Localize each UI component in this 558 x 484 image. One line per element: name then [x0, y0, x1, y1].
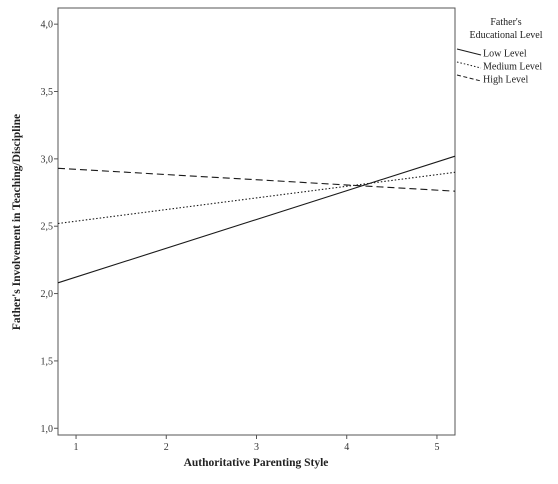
- legend-label: High Level: [483, 75, 528, 86]
- legend-items: Low Level Medium Level High Level: [456, 48, 542, 86]
- x-tick-label: 3: [254, 442, 259, 453]
- y-axis: 1,0 1,5 2,0 2,5 3,0 3,5 4,0: [41, 20, 58, 435]
- x-tick-label: 2: [164, 442, 169, 453]
- x-tick-label: 5: [434, 442, 439, 453]
- x-tick-label: 4: [344, 442, 349, 453]
- y-tick-label: 4,0: [41, 20, 54, 31]
- y-tick-label: 1,0: [41, 424, 54, 435]
- series-line-dashed: [57, 167, 456, 192]
- legend-swatch-dotted: [456, 61, 482, 69]
- legend-label: Low Level: [483, 49, 527, 60]
- y-tick-label: 3,0: [41, 154, 54, 165]
- legend-title-line-2: Educational Level: [469, 30, 542, 41]
- y-tick-label: 3,5: [41, 87, 54, 98]
- x-tick-label: 1: [74, 442, 79, 453]
- series-line-dotted: [57, 171, 456, 225]
- y-axis-title: Father's Involvement in Teaching/Discipl…: [11, 114, 23, 330]
- y-tick-label: 2,0: [41, 289, 54, 300]
- series-lines: [57, 155, 456, 284]
- legend: Father's Educational Level Low Level Medi…: [456, 17, 543, 86]
- y-tick-label: 2,5: [41, 222, 54, 233]
- legend-swatch-dashed: [456, 74, 482, 82]
- x-axis-title: Authoritative Parenting Style: [184, 457, 329, 469]
- series-line-solid: [57, 155, 456, 284]
- legend-swatch-solid: [456, 48, 482, 56]
- x-axis: 1 2 3 4 5: [74, 435, 439, 453]
- legend-label: Medium Level: [483, 62, 542, 73]
- legend-title-line-1: Father's: [490, 17, 521, 28]
- plot-area: [57, 7, 456, 436]
- y-tick-label: 1,5: [41, 356, 54, 367]
